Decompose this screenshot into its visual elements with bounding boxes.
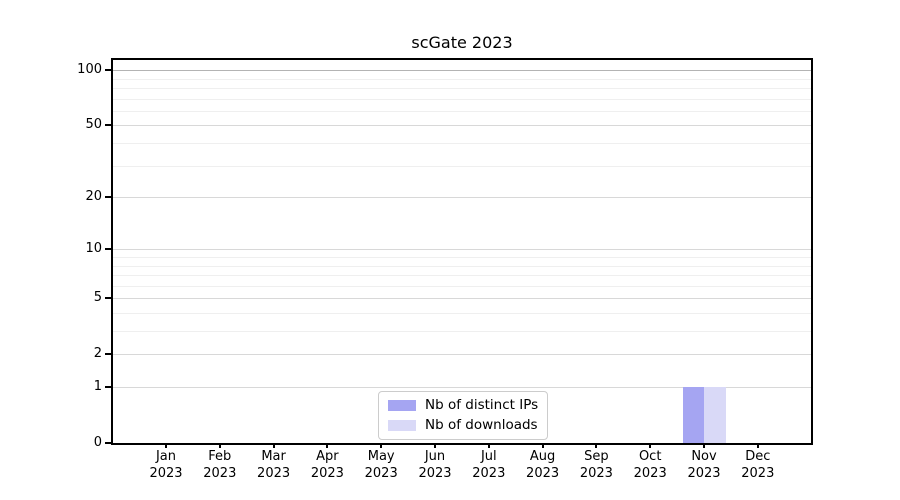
x-tick-label: Feb 2023 [192,449,248,482]
y-tick-label: 1 [93,379,102,394]
x-tick-label: Dec 2023 [730,449,786,482]
x-tick-mark [380,443,383,448]
x-tick-label: Jun 2023 [407,449,463,482]
x-tick-year: 2023 [310,465,344,481]
x-tick-year: 2023 [741,465,775,481]
x-tick-mark [326,443,329,448]
x-tick-mark [165,443,167,448]
x-tick-month: Dec [745,449,771,464]
x-tick-month: May [367,449,395,464]
x-tick-label: Aug 2023 [515,449,571,482]
y-tick-mark [105,297,111,300]
gridline-major [113,70,811,72]
x-tick-mark [487,443,490,448]
x-tick-label: Nov 2023 [676,449,732,482]
gridline-minor [113,110,811,112]
x-tick-year: 2023 [472,465,506,481]
x-tick-label: Oct 2023 [622,449,678,482]
gridline-minor [113,312,811,314]
y-tick-label: 2 [93,346,102,362]
bar-distinct-ips-nov [682,387,704,443]
x-tick-label: May 2023 [353,449,409,482]
y-tick-label: 5 [93,290,102,306]
legend-label-distinct-ips: Nb of distinct IPs [425,397,539,413]
x-tick-mark [541,443,544,448]
y-tick-mark [105,248,111,251]
x-tick-year: 2023 [579,465,613,481]
x-tick-year: 2023 [633,465,667,481]
y-tick-label: 100 [77,62,102,78]
gridline-minor [113,257,811,258]
y-tick-label: 20 [85,189,102,205]
gridline-minor [113,143,811,145]
x-tick-label: Mar 2023 [246,449,302,482]
x-tick-month: Oct [638,449,662,464]
x-tick-mark [218,443,221,448]
x-tick-month: Aug [529,449,556,464]
gridline-minor [113,88,811,90]
y-tick-mark [105,196,111,199]
y-tick-label: 50 [85,117,102,133]
gridline-major [113,298,811,300]
x-tick-month: Mar [261,449,286,464]
y-tick-label: 0 [93,435,102,450]
gridline-minor [113,275,811,277]
gridline-minor [113,98,811,100]
y-tick-mark [105,124,111,127]
x-tick-month: Jun [424,449,446,464]
x-tick-mark [703,443,705,448]
x-tick-month: Apr [316,449,339,464]
x-tick-month: Jul [480,449,497,464]
x-tick-month: Feb [208,449,232,464]
plot-area: Nb of distinct IPs Nb of downloads [111,58,813,445]
x-tick-year: 2023 [203,465,237,481]
x-tick-year: 2023 [687,465,721,481]
x-tick-mark [595,443,598,448]
y-tick-mark [105,353,111,356]
gridline-major [113,197,811,199]
bar-downloads-nov [704,387,726,443]
gridline-minor [113,78,811,80]
gridline-major [113,125,811,127]
gridline-minor [113,331,811,333]
legend-item-distinct-ips: Nb of distinct IPs [388,397,538,414]
x-tick-year: 2023 [526,465,560,481]
x-tick-year: 2023 [149,465,183,481]
chart-title: scGate 2023 [411,33,513,52]
legend-swatch-distinct-ips [388,400,416,411]
x-tick-year: 2023 [418,465,452,481]
gridline-major [113,387,811,388]
x-tick-mark [756,443,759,448]
x-tick-mark [649,443,652,448]
x-tick-year: 2023 [257,465,291,481]
x-tick-mark [434,443,436,448]
x-tick-label: Jul 2023 [461,449,517,482]
gridline-minor [113,265,811,267]
legend-label-downloads: Nb of downloads [425,417,538,433]
gridline-major [113,354,811,356]
gridline-minor [113,285,811,287]
legend-box: Nb of distinct IPs Nb of downloads [378,391,549,440]
x-tick-month: Sep [584,449,609,464]
y-tick-label: 10 [85,241,102,257]
x-tick-label: Apr 2023 [299,449,355,482]
gridline-major [113,249,811,251]
legend-item-downloads: Nb of downloads [388,417,538,434]
x-tick-label: Jan 2023 [138,449,194,482]
x-tick-label: Sep 2023 [568,449,624,482]
y-tick-mark [105,69,111,72]
y-tick-mark [105,386,111,388]
x-tick-mark [272,443,275,448]
x-tick-month: Nov [691,449,717,464]
gridline-minor [113,165,811,167]
x-tick-month: Jan [155,449,177,464]
legend-swatch-downloads [388,420,416,431]
x-tick-year: 2023 [364,465,398,481]
y-tick-mark [105,442,111,444]
